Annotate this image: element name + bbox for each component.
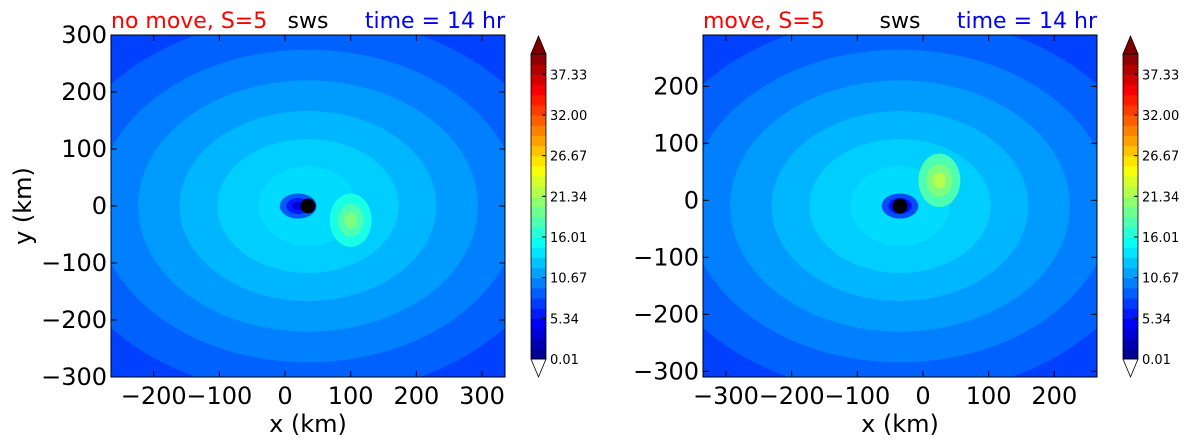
y-tick-label: 0 <box>92 192 107 220</box>
colorbar-tick-label: 37.33 <box>1142 68 1179 83</box>
colorbar-tick-label: 0.01 <box>550 353 579 368</box>
x-axis: −300 −200 −100 0 100 200 <box>693 35 1077 410</box>
title-right: time = 14 hr <box>957 9 1098 34</box>
contour-plot <box>702 34 1098 378</box>
colorbar: 0.01 5.34 10.67 16.01 21.34 26.67 32.00 37.33 <box>530 34 587 379</box>
contour-band-maximum <box>344 212 358 229</box>
colorbar-tick-label: 16.01 <box>550 231 587 246</box>
y-tick-label: 0 <box>684 186 699 214</box>
y-tick-label: 100 <box>61 135 107 163</box>
colorbar-tick-label: 32.00 <box>1142 109 1179 124</box>
x-tick-label: 100 <box>966 382 1012 410</box>
colorbar-extend-max <box>530 34 547 55</box>
contour-plot <box>110 34 506 378</box>
panel-no-move: no move, S=5 sws time = 14 hr −200 −100 0 1… <box>9 9 587 438</box>
y-tick-label: −100 <box>633 243 699 271</box>
colorbar-tick-label: 5.34 <box>550 312 579 327</box>
storm-center-marker <box>300 198 316 214</box>
colorbar-extend-min <box>1122 358 1139 379</box>
colorbar-tick-label: 37.33 <box>550 68 587 83</box>
x-tick-label: −300 <box>693 382 759 410</box>
x-tick-label: 300 <box>459 382 505 410</box>
contour-band-maximum <box>932 172 946 189</box>
colorbar-tick-label: 21.34 <box>1142 190 1179 205</box>
y-tick-label: 100 <box>653 129 699 157</box>
colorbar-tick-label: 26.67 <box>1142 150 1179 165</box>
x-tick-label: 0 <box>277 382 292 410</box>
colorbar-extend-min <box>530 358 547 379</box>
y-tick-label: −300 <box>633 357 699 385</box>
x-axis-label: x (km) <box>861 410 939 438</box>
title-left: no move, S=5 <box>111 9 267 34</box>
title-left: move, S=5 <box>703 9 825 34</box>
y-tick-label: 200 <box>653 72 699 100</box>
y-tick-label: 200 <box>61 78 107 106</box>
title-right: time = 14 hr <box>365 9 506 34</box>
y-axis-label: y (km) <box>9 167 37 245</box>
y-tick-label: −300 <box>41 363 107 391</box>
colorbar-tick-label: 21.34 <box>550 190 587 205</box>
title-center: sws <box>880 9 921 34</box>
x-tick-label: 200 <box>1031 382 1077 410</box>
y-tick-label: 300 <box>61 21 107 49</box>
x-tick-label: 100 <box>328 382 374 410</box>
x-tick-label: 0 <box>915 382 930 410</box>
colorbar-tick-label: 10.67 <box>550 272 587 287</box>
y-axis: −300 −200 −100 0 100 200 300 <box>41 21 505 391</box>
x-tick-label: −100 <box>186 382 252 410</box>
colorbar-tick-label: 26.67 <box>550 150 587 165</box>
y-tick-label: −200 <box>41 306 107 334</box>
panel-move: move, S=5 sws time = 14 hr −300 −200 −100 0… <box>633 9 1179 438</box>
x-tick-label: −200 <box>759 382 825 410</box>
x-tick-label: −200 <box>121 382 187 410</box>
colorbar-tick-label: 0.01 <box>1142 353 1171 368</box>
colorbar: 0.01 5.34 10.67 16.01 21.34 26.67 32.00 37.33 <box>1122 34 1179 379</box>
colorbar-tick-label: 5.34 <box>1142 312 1171 327</box>
colorbar-tick-label: 16.01 <box>1142 231 1179 246</box>
y-tick-label: −100 <box>41 249 107 277</box>
x-tick-label: −100 <box>824 382 890 410</box>
title-center: sws <box>288 9 329 34</box>
x-tick-label: 200 <box>393 382 439 410</box>
y-tick-label: −200 <box>633 300 699 328</box>
colorbar-tick-label: 32.00 <box>550 109 587 124</box>
storm-center-marker <box>892 198 908 214</box>
colorbar-tick-label: 10.67 <box>1142 272 1179 287</box>
x-axis-label: x (km) <box>269 410 347 438</box>
y-axis: −300 −200 −100 0 100 200 <box>633 72 1097 385</box>
colorbar-extend-max <box>1122 34 1139 55</box>
x-axis: −200 −100 0 100 200 300 <box>121 35 505 410</box>
